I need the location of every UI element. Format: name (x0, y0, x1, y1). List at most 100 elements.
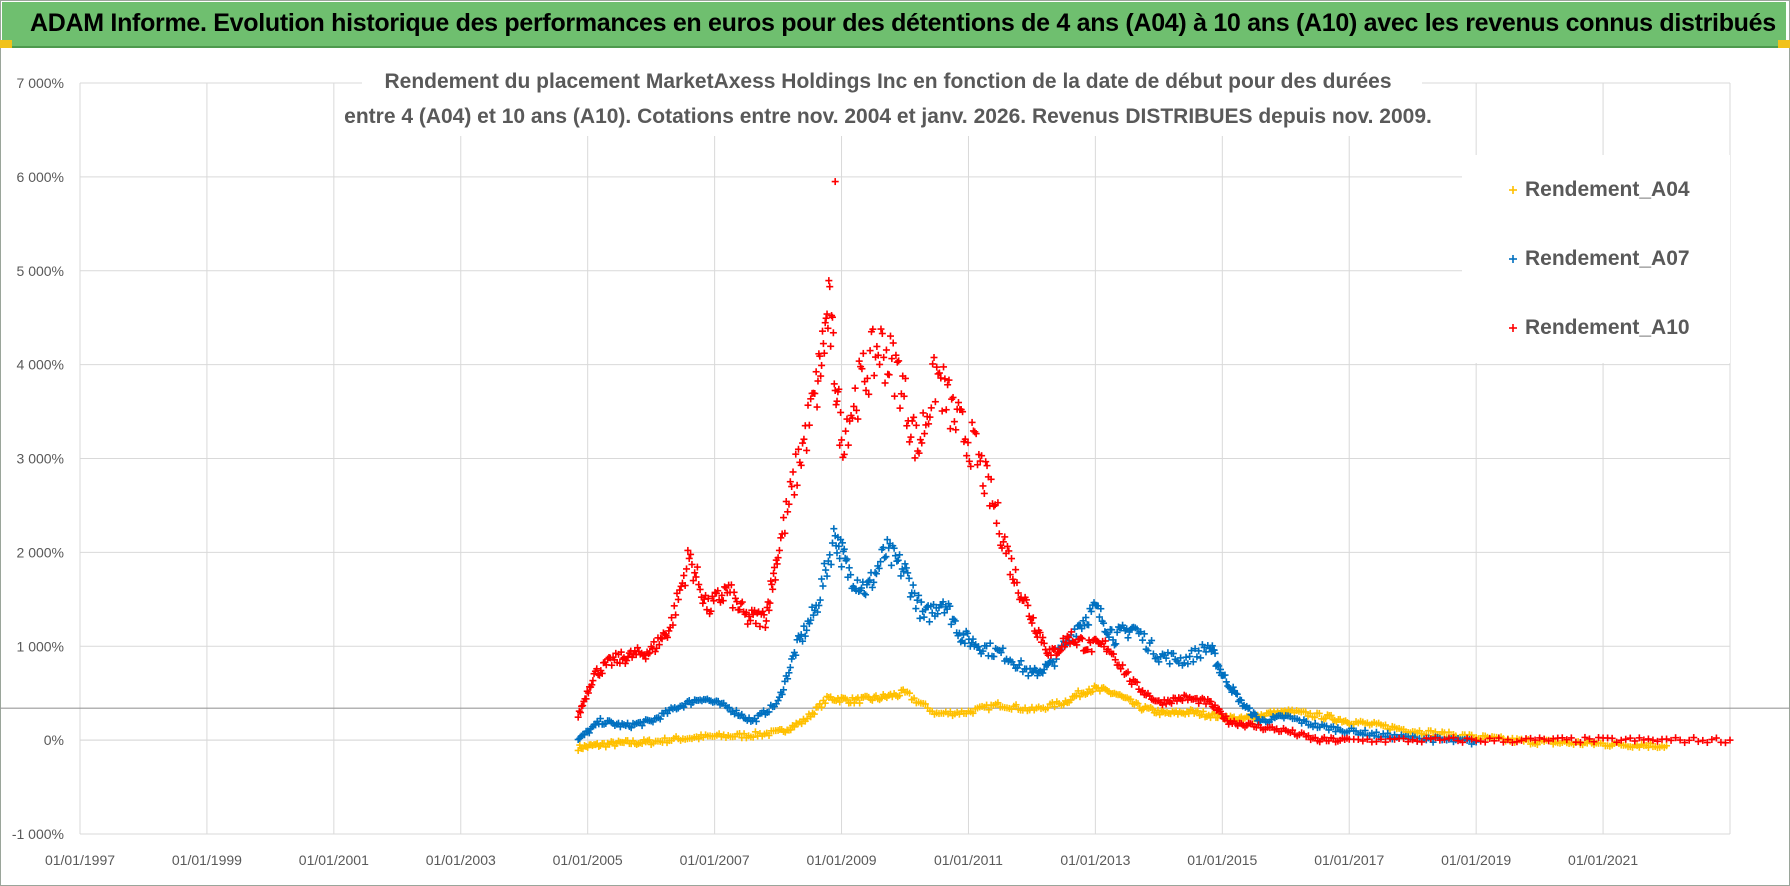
data-point-rendement_a07 (803, 626, 811, 634)
data-point-rendement_a10 (881, 379, 889, 387)
data-point-rendement_a10 (646, 649, 654, 657)
data-point-rendement_a10 (1013, 579, 1021, 587)
data-point-rendement_a07 (1222, 678, 1230, 686)
data-point-rendement_a10 (1635, 734, 1643, 742)
data-point-rendement_a07 (920, 613, 928, 621)
data-point-rendement_a10 (780, 514, 788, 522)
data-point-rendement_a10 (718, 591, 726, 599)
data-point-rendement_a07 (847, 571, 855, 579)
data-point-rendement_a10 (959, 408, 967, 416)
data-point-rendement_a10 (803, 446, 811, 454)
data-point-rendement_a07 (1332, 728, 1340, 736)
data-point-rendement_a07 (1110, 641, 1118, 649)
legend-item-a10: Rendement_A10 (1509, 316, 1690, 339)
data-point-rendement_a07 (785, 669, 793, 677)
y-tick-label: 5 000% (17, 263, 64, 279)
data-point-rendement_a10 (912, 421, 920, 429)
data-point-rendement_a10 (1359, 737, 1367, 745)
data-point-rendement_a10 (1073, 641, 1081, 649)
data-point-rendement_a07 (778, 690, 786, 698)
data-point-rendement_a10 (1029, 614, 1037, 622)
data-point-rendement_a10 (850, 402, 858, 410)
data-point-rendement_a10 (819, 340, 827, 348)
data-point-rendement_a10 (730, 588, 738, 596)
data-point-rendement_a04 (1302, 708, 1310, 716)
data-point-rendement_a07 (1211, 649, 1219, 657)
data-point-rendement_a10 (920, 430, 928, 438)
legend-item-a07: Rendement_A07 (1509, 247, 1690, 270)
x-tick-label: 01/01/2003 (426, 852, 496, 868)
data-point-rendement_a10 (825, 277, 833, 285)
data-point-rendement_a10 (859, 349, 867, 357)
data-point-rendement_a10 (582, 695, 590, 703)
data-point-rendement_a04 (821, 699, 829, 707)
data-point-rendement_a07 (939, 598, 947, 606)
data-point-rendement_a10 (874, 351, 882, 359)
data-point-rendement_a07 (857, 584, 865, 592)
data-point-rendement_a10 (870, 372, 878, 380)
data-point-rendement_a07 (828, 539, 836, 547)
data-point-rendement_a10 (1653, 737, 1661, 745)
data-point-outlier (831, 178, 839, 186)
data-point-rendement_a10 (1304, 732, 1312, 740)
data-point-rendement_a10 (865, 390, 873, 398)
data-point-rendement_a07 (983, 642, 991, 650)
data-point-rendement_a10 (704, 595, 712, 603)
x-axis-ticks: 01/01/1997 01/01/1999 01/01/2001 01/01/2003… (45, 852, 1638, 868)
data-point-rendement_a07 (797, 631, 805, 639)
data-point-rendement_a10 (1631, 737, 1639, 745)
data-point-rendement_a10 (915, 449, 923, 457)
data-point-rendement_a10 (696, 585, 704, 593)
data-point-rendement_a07 (1040, 665, 1048, 673)
data-point-rendement_a07 (1250, 709, 1258, 717)
data-point-rendement_a07 (940, 609, 948, 617)
data-point-rendement_a07 (1149, 650, 1157, 658)
data-point-rendement_a04 (740, 730, 748, 738)
data-point-rendement_a10 (1012, 566, 1020, 574)
data-point-rendement_a10 (672, 611, 680, 619)
data-point-rendement_a10 (1640, 736, 1648, 744)
data-point-rendement_a04 (1044, 704, 1052, 712)
data-point-rendement_a07 (957, 638, 965, 646)
data-point-rendement_a10 (1626, 734, 1634, 742)
data-point-rendement_a10 (1495, 734, 1503, 742)
data-point-rendement_a10 (822, 314, 830, 322)
data-point-rendement_a10 (1667, 736, 1675, 744)
data-point-rendement_a07 (725, 704, 733, 712)
data-point-rendement_a10 (918, 439, 926, 447)
data-point-rendement_a10 (1685, 736, 1693, 744)
data-point-rendement_a07 (1232, 689, 1240, 697)
y-tick-label: 6 000% (17, 169, 64, 185)
data-point-rendement_a10 (687, 550, 695, 558)
data-point-rendement_a10 (1372, 738, 1380, 746)
data-point-rendement_a10 (1531, 736, 1539, 744)
data-point-rendement_a10 (848, 414, 856, 422)
data-point-rendement_a04 (1127, 695, 1135, 703)
data-point-rendement_a10 (1024, 601, 1032, 609)
data-point-rendement_a10 (579, 702, 587, 710)
corner-accent-left (0, 40, 12, 48)
data-point-rendement_a07 (833, 549, 841, 557)
data-point-rendement_a10 (1354, 735, 1362, 743)
data-point-rendement_a07 (909, 581, 917, 589)
data-point-rendement_a10 (862, 386, 870, 394)
data-point-rendement_a07 (905, 574, 913, 582)
data-point-rendement_a10 (1001, 533, 1009, 541)
data-point-rendement_a10 (792, 450, 800, 458)
data-point-rendement_a10 (663, 633, 671, 641)
data-point-rendement_a04 (1149, 705, 1156, 713)
data-point-rendement_a10 (937, 374, 945, 382)
data-point-rendement_a07 (1169, 649, 1177, 657)
data-point-rendement_a10 (1182, 692, 1190, 700)
data-point-rendement_a07 (871, 569, 879, 577)
data-point-rendement_a07 (792, 651, 800, 659)
data-point-rendement_a10 (695, 581, 703, 589)
data-point-rendement_a10 (987, 475, 995, 483)
data-point-rendement_a07 (827, 561, 835, 569)
data-point-rendement_a10 (744, 620, 752, 628)
data-point-rendement_a07 (1210, 646, 1218, 654)
data-point-rendement_a10 (756, 622, 764, 630)
data-point-rendement_a04 (969, 709, 977, 717)
data-point-rendement_a04 (695, 735, 703, 743)
data-point-rendement_a07 (1302, 717, 1310, 725)
